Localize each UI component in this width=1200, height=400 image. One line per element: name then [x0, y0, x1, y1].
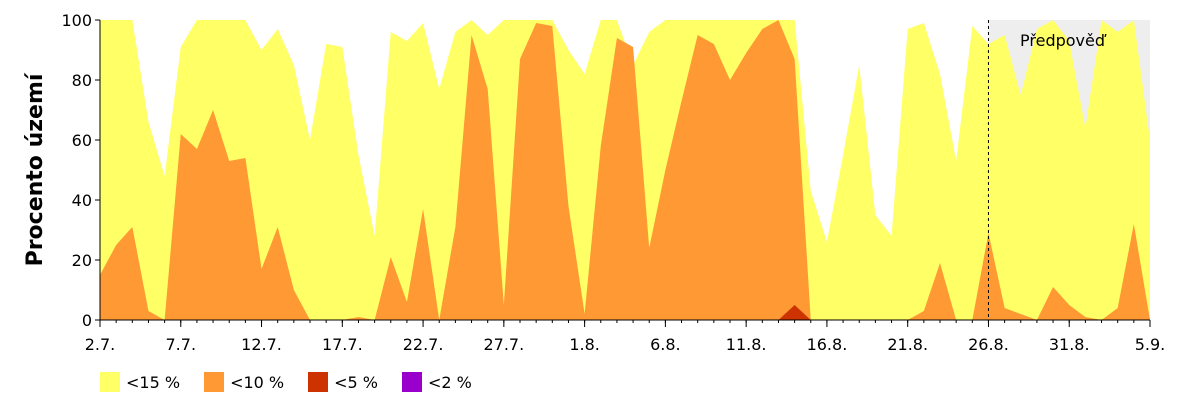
area-series-layer — [100, 20, 1150, 320]
legend-label: <15 % — [126, 372, 181, 392]
y-tick-label: 60 — [72, 131, 92, 150]
x-tick-label: 2.7. — [85, 335, 116, 354]
y-tick-label: 20 — [72, 251, 92, 270]
legend-item-2: <10 % — [204, 372, 284, 392]
legend-item-3: <5 % — [308, 372, 378, 392]
x-tick-label: 17.7. — [322, 335, 363, 354]
axes: 0 20 40 60 80 100 2.7. 7.7. 12.7. 17.7. 22.7. 27.7.… — [61, 11, 1166, 354]
x-tick-label: 6.8. — [650, 335, 681, 354]
legend-label: <10 % — [230, 372, 285, 392]
y-axis-label: Procento území — [23, 72, 48, 266]
y-tick-label: 100 — [61, 11, 92, 30]
x-tick-label: 7.7. — [166, 335, 197, 354]
y-tick-label: 80 — [72, 71, 92, 90]
x-tick-label: 27.7. — [483, 335, 524, 354]
legend: <15 % <10 % <5 % <2 % — [100, 372, 472, 392]
area-series-2 — [100, 20, 1150, 320]
legend-swatch — [308, 372, 329, 392]
y-tick-label: 0 — [82, 311, 92, 330]
x-tick-label: 5.9. — [1135, 335, 1166, 354]
y-tick-label: 40 — [72, 191, 92, 210]
x-tick-label: 1.8. — [569, 335, 600, 354]
x-tick-label: 11.8. — [726, 335, 767, 354]
x-tick-label: 21.8. — [887, 335, 928, 354]
legend-item-1: <15 % — [100, 372, 180, 392]
legend-item-4: <2 % — [402, 372, 472, 392]
x-tick-label: 16.8. — [807, 335, 848, 354]
legend-label: <5 % — [334, 372, 378, 392]
forecast-label: Předpověď — [1020, 31, 1107, 50]
x-tick-label: 31.8. — [1049, 335, 1090, 354]
legend-swatch — [100, 372, 120, 392]
x-tick-label: 22.7. — [403, 335, 444, 354]
legend-swatch — [402, 372, 422, 392]
x-tick-label: 26.8. — [968, 335, 1009, 354]
legend-swatch — [204, 372, 225, 392]
x-tick-label: 12.7. — [241, 335, 282, 354]
legend-label: <2 % — [428, 372, 472, 392]
